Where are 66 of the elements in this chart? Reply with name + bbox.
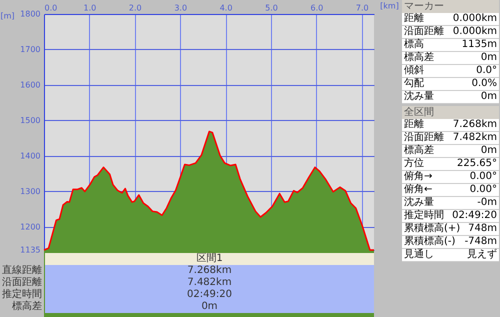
text: 標高 (404, 39, 424, 51)
text: 02:49:20 (452, 210, 497, 222)
text: 7.482km (45, 277, 374, 289)
text: 方位 (404, 158, 424, 170)
text: 沿面距離 (404, 26, 444, 38)
text: 0m (480, 52, 497, 64)
x-tick-label: 6.0 (310, 4, 324, 12)
text: 距離 (404, 119, 424, 131)
text: 俯角→ (404, 171, 432, 183)
text: 推定時間 (404, 210, 444, 222)
text: 勾配 (404, 78, 424, 90)
x-tick-label: 1.0 (84, 4, 96, 12)
line-series (43, 130, 375, 251)
text: 全区間 (402, 106, 499, 119)
text: 距離 (404, 13, 424, 25)
text: -748m (464, 236, 497, 248)
y-tick-label: 1600 (20, 80, 40, 90)
text: 748m (468, 223, 497, 235)
text: 0.000km (452, 26, 497, 38)
y-tick-label: 1400 (20, 151, 40, 160)
text: 俯角← (404, 184, 432, 196)
text: -0m (477, 197, 497, 209)
x-tick-label: 5.0 (265, 4, 278, 12)
text: 02:49:20 (45, 289, 374, 301)
text: 225.65° (457, 158, 497, 170)
text: 0.0% (472, 78, 497, 90)
text: 沈み量 (404, 197, 434, 209)
text: 累積標高(+) (404, 223, 460, 235)
y-tick-label: 1200 (20, 222, 40, 232)
text: 沿面距離 (1, 277, 43, 288)
text: 0m (45, 301, 374, 313)
text: 沈み量 (404, 91, 434, 103)
text: 直線距離 (1, 265, 43, 277)
text: 標高差 (11, 301, 43, 313)
x-tick-label: 0.0 (44, 4, 58, 12)
x-axis-title: [km] (380, 2, 399, 10)
text: 標高差 (404, 52, 434, 64)
text: 傾斜 (404, 65, 424, 77)
text: 推定時間 (1, 289, 43, 300)
text: 沿面距離 (404, 132, 444, 144)
text: 0.0° (476, 65, 497, 77)
y-tick-label: 1700 (20, 44, 40, 54)
text: 0.00° (470, 171, 497, 183)
x-tick-label: 7.0 (356, 4, 369, 12)
text: 0.00° (470, 184, 497, 196)
x-tick-label: 2.0 (128, 4, 142, 12)
text: 累積標高(-) (404, 236, 456, 248)
text: 見通し (404, 249, 434, 261)
y-tick-label: 1500 (20, 116, 40, 125)
y-tick-label: 1800 (20, 10, 40, 18)
text: 標高差 (404, 145, 434, 157)
text: 0m (480, 145, 497, 157)
y-tick-label: 1300 (20, 186, 40, 196)
text: 見えず (467, 249, 497, 261)
x-tick-label: 3.0 (174, 4, 188, 12)
text: マーカー (402, 0, 499, 13)
x-tick-label: 4.0 (220, 4, 232, 12)
text: 7.268km (452, 119, 497, 131)
text: 7.482km (452, 132, 497, 144)
text: 区間1 (45, 253, 374, 265)
text: 0m (480, 91, 497, 103)
text: 0.000km (452, 13, 497, 25)
y-axis-title: [m] (0, 12, 15, 20)
y-tick-label: 1135 (20, 246, 40, 254)
text: 7.268km (45, 265, 374, 277)
text: 1135m (462, 39, 497, 51)
